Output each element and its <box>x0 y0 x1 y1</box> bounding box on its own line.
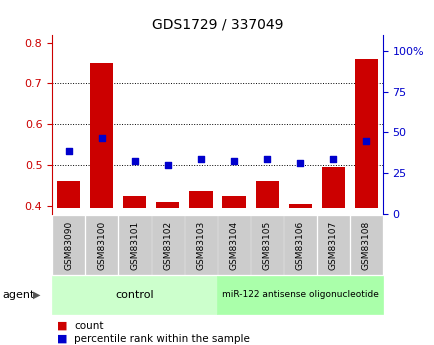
Text: ▶: ▶ <box>33 290 40 300</box>
Bar <box>354 59 377 208</box>
Text: agent: agent <box>2 290 34 300</box>
Bar <box>57 181 80 208</box>
Text: GSM83108: GSM83108 <box>361 220 370 269</box>
Text: GSM83101: GSM83101 <box>130 220 139 269</box>
Text: GSM83103: GSM83103 <box>196 220 205 269</box>
Text: percentile rank within the sample: percentile rank within the sample <box>74 334 249 344</box>
Text: GSM83105: GSM83105 <box>262 220 271 269</box>
Text: GSM83104: GSM83104 <box>229 220 238 269</box>
Point <box>329 156 336 161</box>
Point <box>230 158 237 164</box>
Point <box>296 160 303 166</box>
Bar <box>123 196 146 208</box>
Bar <box>90 63 113 208</box>
Text: GSM83090: GSM83090 <box>64 220 73 269</box>
Text: GSM83106: GSM83106 <box>295 220 304 269</box>
Point <box>65 148 72 154</box>
Bar <box>288 204 311 208</box>
Text: GSM83102: GSM83102 <box>163 220 172 269</box>
Bar <box>189 191 212 208</box>
Point <box>263 156 270 161</box>
Point <box>197 156 204 161</box>
Bar <box>222 196 245 208</box>
Text: count: count <box>74 321 103 331</box>
Text: ■: ■ <box>56 321 67 331</box>
Bar <box>321 167 344 208</box>
Point <box>164 162 171 168</box>
Text: GSM83107: GSM83107 <box>328 220 337 269</box>
Text: GSM83100: GSM83100 <box>97 220 106 269</box>
Point <box>98 136 105 141</box>
Point <box>362 138 369 143</box>
Text: miR-122 antisense oligonucleotide: miR-122 antisense oligonucleotide <box>221 290 378 299</box>
Text: control: control <box>115 290 154 300</box>
Bar <box>156 202 179 208</box>
Point <box>131 158 138 164</box>
Title: GDS1729 / 337049: GDS1729 / 337049 <box>151 18 283 32</box>
Bar <box>255 181 278 208</box>
Text: ■: ■ <box>56 334 67 344</box>
